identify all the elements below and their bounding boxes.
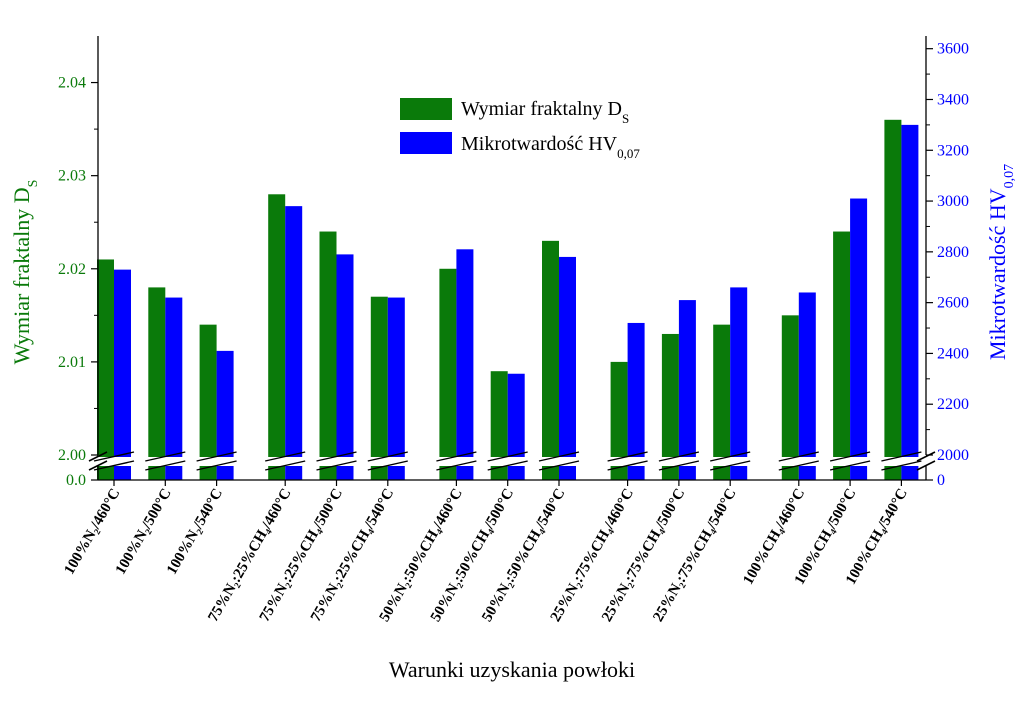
right-axis-title-subscript: 0,07 — [1002, 164, 1017, 189]
right-axis-title: Mikrotwardość HV0,07 — [985, 164, 1017, 360]
right-tick-label-2: 2200 — [937, 396, 969, 413]
bar-hv-5 — [336, 254, 354, 480]
bar-break-bottom-4 — [265, 460, 306, 471]
bar-ds-8 — [490, 371, 508, 480]
right-tick-label-8: 3400 — [937, 91, 969, 108]
bar-ds-13 — [781, 315, 799, 480]
axis-break-mark-top-2 — [916, 451, 936, 462]
bar-hv-13 — [798, 292, 816, 480]
bar-break-top-15 — [881, 451, 922, 462]
right-tick-label-6: 3000 — [937, 193, 969, 210]
bar-ds-15 — [884, 119, 902, 481]
bar-break-top-9 — [538, 451, 580, 462]
bar-ds-4 — [268, 194, 286, 481]
bar-ds-6 — [370, 296, 388, 480]
bar-hv-11 — [678, 300, 696, 480]
legend-label-hv-subscript: 0,07 — [617, 146, 640, 161]
bar-hv-12 — [730, 287, 748, 480]
bar-hv-14 — [850, 198, 868, 480]
bar-break-bottom-5 — [316, 460, 357, 471]
axis-break-mark-bottom-1 — [88, 460, 108, 471]
bar-break-bottom-12 — [710, 460, 751, 471]
right-tick-label-1: 2000 — [937, 447, 969, 464]
x-axis-title: Warunki uzyskania powłoki — [388, 657, 636, 682]
bar-break-top-13 — [778, 451, 819, 462]
bar-break-top-3 — [196, 451, 237, 462]
bar-break-bottom-8 — [487, 460, 528, 471]
bar-break-top-5 — [316, 451, 357, 462]
right-tick-label-zero: 0 — [937, 472, 945, 489]
bar-ds-2 — [148, 287, 166, 480]
bar-break-bottom-10 — [607, 460, 648, 471]
left-tick-label-3: 2.02 — [58, 261, 86, 278]
x-tick-label-2: 100%N₂/500°C — [113, 486, 175, 577]
right-tick-label-3: 2400 — [937, 345, 969, 362]
legend-swatch-ds — [400, 98, 452, 120]
bar-ds-1 — [97, 259, 114, 480]
axis-break-band — [90, 457, 934, 466]
left-axis-title-subscript: S — [26, 180, 41, 188]
right-tick-label-4: 2600 — [937, 295, 969, 312]
x-tick-label-3: 100%N₂/540°C — [164, 486, 226, 577]
bar-hv-10 — [627, 322, 645, 480]
bar-hv-3 — [216, 350, 234, 480]
bar-ds-7 — [439, 268, 457, 480]
bar-break-bottom-2 — [145, 460, 186, 471]
bar-hv-4 — [285, 206, 303, 480]
bar-hv-1 — [114, 269, 131, 480]
bar-break-top-4 — [265, 451, 306, 462]
bar-break-bottom-1 — [93, 460, 135, 471]
legend-label-ds: Wymiar fraktalny DS — [461, 98, 629, 126]
bar-break-bottom-14 — [829, 460, 871, 471]
bar-break-bottom-15 — [881, 460, 922, 471]
bar-break-bottom-3 — [196, 460, 237, 471]
bar-break-top-11 — [658, 451, 700, 462]
right-tick-label-7: 3200 — [937, 142, 969, 159]
legend-swatch-hv — [400, 132, 452, 154]
bar-ds-9 — [542, 240, 559, 480]
axis-break-mark-bottom-2 — [916, 460, 936, 471]
bar-break-top-6 — [367, 451, 408, 462]
left-tick-label-2: 2.01 — [58, 354, 86, 371]
left-tick-label-zero: 0.0 — [66, 472, 86, 489]
legend-label-hv: Mikrotwardość HV0,07 — [461, 133, 640, 161]
bar-break-top-8 — [487, 451, 528, 462]
bar-break-bottom-11 — [658, 460, 700, 471]
bar-break-bottom-9 — [538, 460, 580, 471]
left-axis-title: Wymiar fraktalny DS — [9, 180, 41, 365]
bar-break-top-2 — [145, 451, 186, 462]
bar-break-top-7 — [436, 451, 477, 462]
legend-label-ds-subscript: S — [622, 111, 629, 126]
bar-hv-7 — [456, 249, 474, 480]
bar-hv-2 — [165, 297, 183, 480]
x-tick-label-1: 100%N₂/460°C — [61, 486, 123, 577]
bar-ds-10 — [610, 361, 628, 480]
left-tick-label-1: 2.00 — [58, 447, 86, 464]
bar-break-top-10 — [607, 451, 648, 462]
bar-hv-9 — [559, 256, 576, 480]
bar-ds-3 — [199, 324, 217, 480]
bar-break-bottom-13 — [778, 460, 819, 471]
bar-ds-5 — [319, 231, 337, 480]
bar-break-bottom-7 — [436, 460, 477, 471]
bar-ds-11 — [661, 333, 679, 480]
bar-break-bottom-6 — [367, 460, 408, 471]
bar-break-top-14 — [829, 451, 871, 462]
bar-hv-6 — [387, 297, 405, 480]
left-tick-label-4: 2.03 — [58, 168, 86, 185]
bar-ds-14 — [833, 231, 851, 480]
bar-break-top-1 — [93, 451, 135, 462]
bar-hv-15 — [901, 124, 919, 480]
right-tick-label-9: 3600 — [937, 41, 969, 58]
axis-break-mark-top-1 — [88, 451, 108, 462]
bar-break-top-12 — [710, 451, 751, 462]
right-tick-label-5: 2800 — [937, 244, 969, 261]
bar-ds-12 — [713, 324, 731, 480]
left-tick-label-5: 2.04 — [58, 75, 86, 92]
